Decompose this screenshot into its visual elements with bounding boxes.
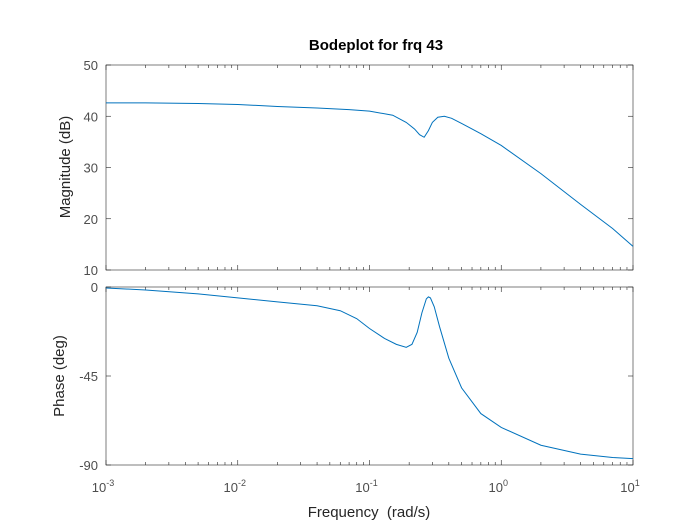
phase-x-tick-label: 10-2 [224,478,246,495]
phase-series-line [105,287,634,460]
magnitude-tick-marks [105,64,634,271]
magnitude-y-tick-label: 20 [84,212,98,227]
chart-title: Bodeplot for frq 43 [309,37,443,54]
phase-axes: -90-450 10-3 10-2 10-1 100 101 Phase (deg) [51,280,640,495]
frequency-x-axis-label: Frequency (rad/s) [308,504,431,521]
magnitude-series-line [106,102,634,247]
x-tick-label-base: 10 [355,480,369,495]
magnitude-y-tick-label: 30 [84,161,98,176]
phase-y-tick-label: -45 [79,369,98,384]
magnitude-y-tick-label: 10 [84,263,98,278]
magnitude-y-axis-label: Magnitude (dB) [57,116,74,219]
x-tick-label-base: 10 [224,480,238,495]
x-tick-label-base: 10 [620,480,634,495]
phase-y-tick-label: 0 [91,280,98,295]
phase-x-tick-label: 10-1 [355,478,377,495]
magnitude-y-tick-labels: 10 20 30 40 50 [84,58,98,278]
x-tick-label-exponent: -1 [370,478,378,488]
x-tick-label-base: 10 [92,480,106,495]
phase-x-tick-label: 10-3 [92,478,114,495]
phase-x-tick-labels: 10-3 10-2 10-1 100 101 [92,478,640,495]
phase-tick-marks [105,286,634,466]
x-tick-label-exponent: -3 [106,478,114,488]
phase-plot-frame [105,286,634,466]
phase-y-tick-labels: -90 -45 0 [79,280,98,473]
magnitude-axes: 10 20 30 40 50 Magnitude (dB) [57,58,634,278]
magnitude-plot-frame [105,64,634,271]
magnitude-y-tick-label: 50 [84,58,98,73]
phase-y-axis-label: Phase (deg) [51,335,68,417]
phase-x-tick-label: 101 [620,478,639,495]
x-tick-label-base: 10 [489,480,503,495]
phase-y-tick-label: -90 [79,458,98,473]
x-tick-label-exponent: -2 [238,478,246,488]
magnitude-y-tick-label: 40 [84,109,98,124]
x-tick-label-exponent: 0 [503,478,508,488]
x-tick-label-exponent: 1 [635,478,640,488]
phase-x-tick-label: 100 [489,478,508,495]
